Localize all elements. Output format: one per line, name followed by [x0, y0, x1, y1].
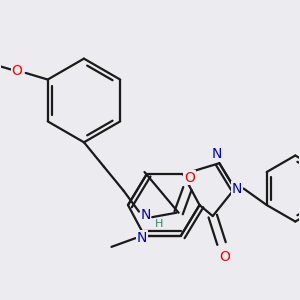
Text: N: N: [212, 147, 222, 161]
Text: O: O: [184, 170, 195, 184]
Text: O: O: [219, 250, 230, 264]
Text: N: N: [137, 231, 148, 245]
Text: N: N: [140, 208, 151, 222]
Text: N: N: [232, 182, 242, 196]
Text: O: O: [11, 64, 22, 78]
Text: H: H: [154, 219, 163, 229]
